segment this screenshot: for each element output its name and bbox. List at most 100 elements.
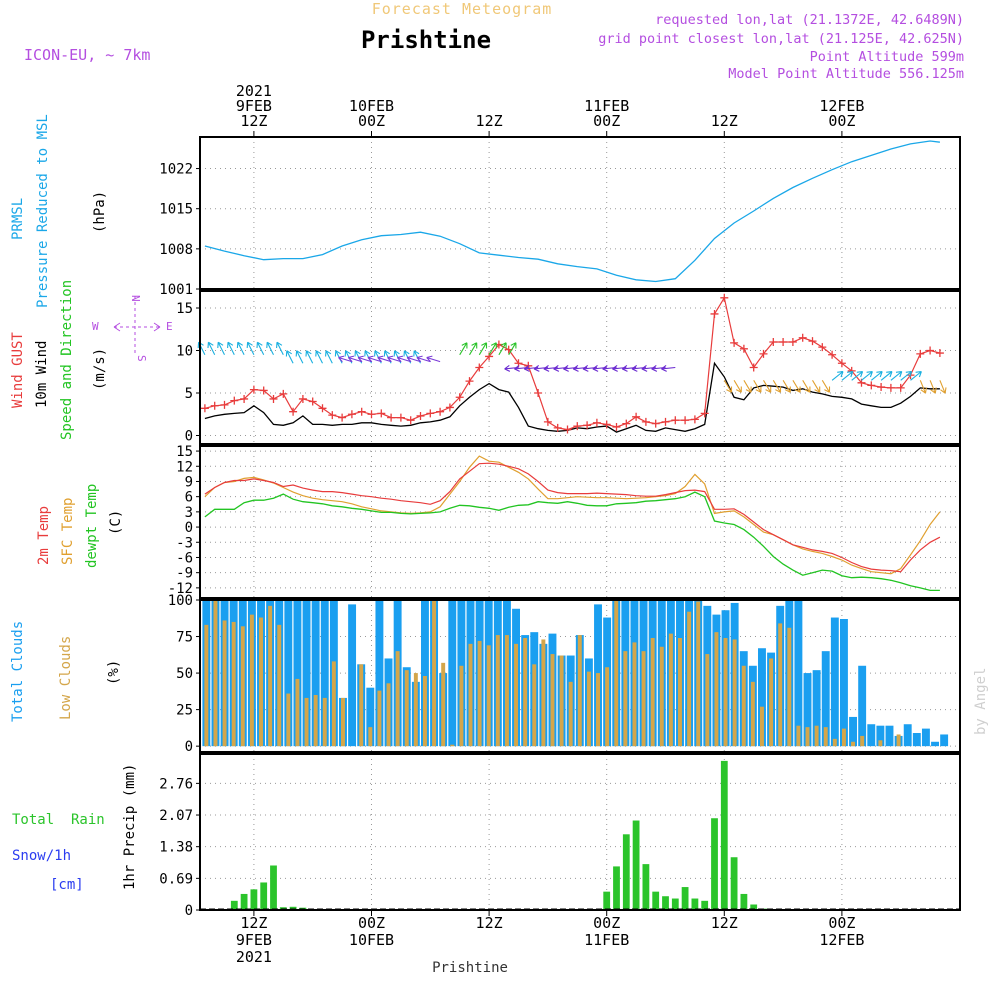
low-cloud-bar	[377, 690, 382, 747]
low-cloud-bar	[277, 624, 282, 747]
wind-direction-arrow	[469, 342, 478, 356]
wind-direction-arrow	[347, 355, 362, 363]
gust-marker	[926, 346, 935, 355]
gust-marker	[877, 383, 886, 392]
watermark: by Angel	[973, 668, 989, 735]
temp-unit: (C)	[108, 510, 124, 535]
page-title: Prishtine	[361, 26, 491, 54]
gust-marker	[651, 419, 660, 428]
gust-marker	[465, 377, 474, 386]
wind-direction-arrow	[387, 355, 402, 363]
low-cloud-bar	[541, 639, 546, 747]
gust-marker	[328, 411, 337, 420]
low-cloud-bar	[559, 655, 564, 747]
bottom-time-label: 10FEB	[349, 931, 394, 949]
gust-marker	[788, 338, 797, 346]
low-cloud-bar	[295, 678, 300, 747]
wind-direction-arrow	[338, 355, 353, 363]
low-cloud-bar	[832, 738, 837, 747]
gust-marker	[200, 404, 209, 413]
low-cloud-bar	[550, 654, 555, 747]
gust-marker	[338, 413, 347, 422]
wind-direction-arrow	[910, 370, 922, 381]
wind-direction-arrow	[305, 350, 314, 364]
wind-direction-arrow	[246, 341, 255, 356]
y-tick-label: 25	[176, 703, 193, 719]
gust-marker	[318, 404, 327, 413]
bottom-time-label: 11FEB	[584, 931, 629, 949]
low-cloud-bar	[878, 740, 883, 747]
gust-marker	[837, 359, 846, 368]
wind-direction-arrow	[821, 380, 831, 393]
wind-direction-arrow	[367, 355, 382, 363]
precip-bar	[652, 891, 660, 910]
total-cloud-bar	[839, 619, 848, 747]
y-tick-label: 12	[176, 459, 193, 475]
gust-marker	[259, 386, 268, 395]
wind-direction-arrow	[217, 341, 225, 356]
low-cloud-bar	[240, 626, 245, 747]
low-cloud-bar	[778, 623, 783, 747]
precip-labels: Total Rain Snow/1h [cm] 1hr Precip (mm)	[12, 764, 138, 893]
wind-direction-arrow	[325, 350, 333, 364]
gust-marker	[779, 338, 788, 346]
temp-2m-line	[204, 462, 941, 573]
low-cloud-bar	[732, 639, 737, 747]
gust-marker	[396, 413, 405, 422]
gust-marker	[445, 403, 454, 412]
gust-marker	[249, 385, 258, 394]
low-cloud-bar	[304, 697, 309, 747]
low-cloud-bar	[741, 665, 746, 747]
gust-marker	[279, 389, 288, 398]
wind-direction-arrow	[396, 355, 411, 363]
gust-marker	[700, 409, 709, 418]
top-time-label: 10FEB	[349, 97, 394, 115]
sfc-temp-line	[204, 455, 941, 575]
gust-label: Wind GUST	[10, 332, 26, 408]
low-cloud-bar	[532, 664, 537, 747]
cloud-labels: Total Clouds Low Clouds (%)	[10, 621, 122, 722]
wind-direction-arrow	[763, 380, 772, 393]
compass-arrow-e	[153, 322, 161, 332]
gust-marker	[759, 349, 768, 358]
clouds-panel: 0 25 50 75 100	[168, 593, 961, 755]
low-cloud-bar	[331, 661, 336, 747]
y-tick-label: 1015	[159, 202, 193, 218]
low-cloud-bar	[504, 635, 509, 747]
low-cloud-bar	[841, 728, 846, 747]
low-cloud-bar	[823, 727, 828, 747]
panel-frame	[199, 599, 961, 753]
y-tick-label: 0	[185, 739, 193, 755]
gust-marker	[357, 407, 366, 416]
wind-direction-arrow	[315, 350, 323, 364]
total-cloud-bar	[830, 617, 839, 747]
wind-direction-arrow	[782, 380, 791, 393]
low-cloud-bar	[641, 651, 646, 747]
gust-marker	[289, 407, 298, 416]
y-tick-label: 3	[185, 505, 193, 521]
y-tick-label: 0	[185, 429, 193, 445]
compass-icon: W E N S	[92, 295, 173, 362]
gust-marker	[240, 394, 249, 403]
low-cloud-bar	[750, 681, 755, 747]
precip-bar	[642, 864, 650, 910]
total-cloud-bar	[812, 670, 821, 747]
low-cloud-bar	[422, 676, 427, 747]
precip-bar	[720, 760, 728, 910]
wind-direction-arrow	[919, 380, 927, 394]
y-tick-label: 0	[185, 520, 193, 536]
low-cloud-bar	[614, 600, 619, 747]
low-cloud-bar	[450, 744, 455, 747]
gust-marker	[563, 425, 572, 434]
precip-panel: 0 0.69 1.38 2.07 2.76	[159, 753, 961, 919]
low-cloud-bar	[696, 601, 701, 747]
bottom-time-label: 12Z	[240, 914, 267, 932]
total-cloud-bar	[366, 687, 375, 747]
y-tick-label: 100	[168, 593, 193, 609]
prmsl-desc-label: Pressure Reduced to MSL	[35, 114, 51, 308]
wind-direction-arrow	[851, 370, 864, 381]
low-cloud-bar	[805, 727, 810, 747]
gust-marker	[573, 422, 582, 431]
low-cloud-bar	[477, 640, 482, 747]
